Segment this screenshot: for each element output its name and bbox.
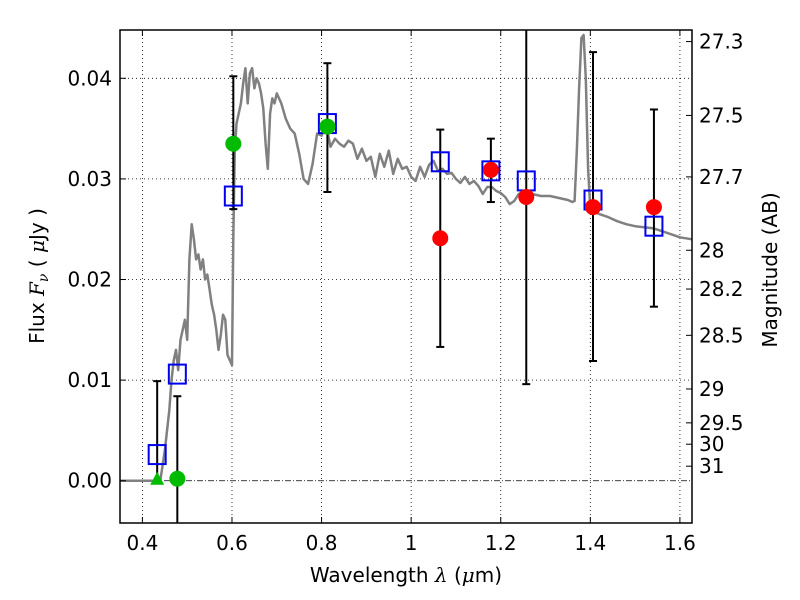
- grid: [120, 30, 692, 523]
- y2-tick-label: 29: [699, 377, 724, 401]
- markers-layer: [147, 113, 664, 487]
- x-axis-label: Wavelength λ (μm): [310, 563, 502, 587]
- x-axis: 0.4 0.6 0.8 1 1.2 1.4 1.6: [126, 30, 696, 555]
- y-axis-label-mu: μ: [25, 240, 49, 253]
- x-tick-label: 1.2: [485, 531, 517, 555]
- x-axis-label-lambda: λ: [434, 563, 448, 587]
- x-tick-label: 0.6: [216, 531, 248, 555]
- spectrum-layer: [120, 33, 693, 482]
- model-square-marker: [481, 160, 501, 182]
- y-axis-label-nu: ν: [36, 273, 52, 282]
- red-flux-point: [645, 199, 662, 216]
- model-square-marker: [644, 215, 664, 237]
- y-axis-label-paren: (: [25, 253, 49, 274]
- y-axis-label-unit: Jy ): [25, 208, 49, 242]
- y-axis-label: Flux Fν ( μJy ): [25, 208, 52, 344]
- x-axis-label-paren: (: [448, 563, 462, 587]
- y-tick-label: 0.00: [67, 469, 112, 493]
- y-tick-label: 0.04: [67, 66, 112, 90]
- red-flux-point: [432, 230, 449, 247]
- y-axis: 0.00 0.01 0.02 0.03 0.04: [67, 66, 126, 493]
- x-tick-label: 1.6: [664, 531, 696, 555]
- y-tick-label: 0.02: [67, 268, 112, 292]
- red-flux-point: [482, 161, 499, 178]
- x-tick-label: 1: [405, 531, 418, 555]
- y2-tick-label: 28: [699, 238, 724, 262]
- y2-tick-label: 29.5: [699, 411, 744, 435]
- green-flux-point: [319, 118, 336, 135]
- y-tick-label: 0.03: [67, 167, 112, 191]
- green-flux-point: [169, 470, 186, 487]
- model-square-marker: [147, 444, 167, 466]
- y2-tick-label: 27.7: [699, 165, 744, 189]
- x-axis-label-mu: μ: [462, 563, 475, 587]
- spectrum-line: [120, 33, 693, 482]
- y2-axis-label: Magnitude (AB): [758, 192, 782, 347]
- x-tick-label: 1.4: [574, 531, 606, 555]
- y2-tick-label: 27.5: [699, 103, 744, 127]
- x-tick-label: 0.8: [306, 531, 338, 555]
- upper-limit-triangle: [150, 471, 165, 485]
- x-axis-label-text: Wavelength: [310, 563, 435, 587]
- model-square-marker: [167, 363, 187, 385]
- red-flux-point: [518, 189, 535, 206]
- y-axis-label-F: F: [25, 281, 49, 297]
- y-axis-label-text: Flux: [25, 296, 49, 344]
- red-flux-point: [585, 199, 602, 216]
- green-flux-point: [225, 135, 242, 152]
- y2-tick-label: 28.2: [699, 277, 744, 301]
- x-tick-label: 0.4: [126, 531, 158, 555]
- y2-tick-label: 27.3: [699, 30, 744, 54]
- y2-tick-label: 28.5: [699, 323, 744, 347]
- model-square-marker: [223, 185, 243, 207]
- model-square-marker: [430, 151, 450, 173]
- y-tick-label: 0.01: [67, 368, 112, 392]
- y2-tick-label: 31: [699, 454, 724, 478]
- plot-frame: [119, 29, 693, 524]
- y2-tick-label: 30: [699, 432, 724, 456]
- x-axis-label-unit: m): [475, 563, 502, 587]
